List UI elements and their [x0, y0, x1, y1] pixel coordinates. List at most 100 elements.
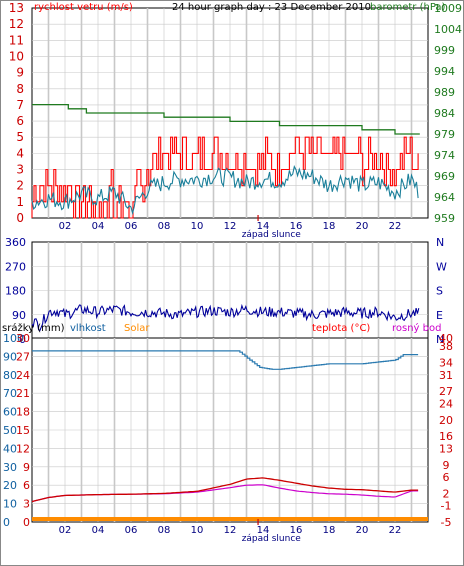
baro-axis-label: barometr (hPa)	[370, 2, 446, 13]
temp-tick-label: 31	[439, 369, 453, 382]
baro-tick-label: 1004	[434, 23, 462, 36]
temp-tick-label: 13	[439, 442, 453, 455]
climate-panel-x-tick-label: 04	[92, 525, 105, 536]
wind-panel-x-tick-label: 04	[92, 221, 105, 232]
climate-panel-sunset-label: západ slunce	[242, 534, 302, 544]
wind-panel-x-tick-label: 18	[323, 221, 336, 232]
rain-tick-label: 24	[16, 369, 30, 382]
direction-line	[31, 303, 420, 332]
wind-tick-label: 9	[16, 66, 24, 80]
temp-tick-label: -1	[441, 500, 452, 513]
rain-tick-label: 3	[23, 498, 30, 511]
temp-tick-label: 2	[443, 487, 450, 500]
wind-tick-label: 13	[9, 1, 24, 15]
direction-tick-label: 0	[19, 333, 26, 346]
temp-axis-label: teplota (°C)	[312, 323, 370, 334]
rain-axis-label: srážky (mm)	[2, 322, 65, 334]
humidity-tick-label: 0	[3, 516, 10, 529]
wind-tick-label: 10	[9, 49, 24, 63]
wind-tick-label: 11	[9, 33, 24, 47]
temperature-line	[31, 477, 419, 503]
wind-panel-x-tick-label: 06	[125, 221, 138, 232]
humidity-tick-label: 30	[3, 461, 17, 474]
compass-tick-label: N	[436, 333, 444, 346]
rain-tick-label: 12	[16, 442, 30, 455]
humidity-tick-label: 100	[3, 332, 24, 345]
humidity-tick-label: 50	[3, 424, 17, 437]
humidity-tick-label: 90	[3, 350, 17, 363]
baro-tick-label: 989	[434, 86, 455, 99]
compass-tick-label: W	[436, 260, 447, 273]
baro-tick-label: 994	[434, 65, 455, 78]
climate-panel-x-tick-label: 02	[59, 525, 72, 536]
wind-tick-label: 3	[16, 163, 24, 177]
wind-panel-x-tick-label: 22	[389, 221, 402, 232]
wind-panel-x-tick-label: 20	[356, 221, 369, 232]
climate-panel-x-tick-label: 08	[158, 525, 171, 536]
climate-panel-x-tick-label: 16	[290, 525, 303, 536]
wind-tick-label: 4	[16, 146, 24, 160]
direction-tick-label: 90	[12, 309, 26, 322]
compass-tick-label: S	[436, 285, 443, 298]
climate-panel-x-tick-label: 06	[125, 525, 138, 536]
temp-tick-label: 38	[439, 340, 453, 353]
humidity-tick-label: 40	[3, 442, 17, 455]
solar-axis-label: Solar	[124, 323, 150, 334]
temp-tick-label: 6	[443, 471, 450, 484]
wind-panel-x-tick-label: 08	[158, 221, 171, 232]
wind-panel-x-tick-label: 10	[191, 221, 204, 232]
temp-tick-label: 40	[439, 332, 453, 345]
climate-panel-x-tick-label: 20	[356, 525, 369, 536]
temp-tick-label: -5	[441, 516, 452, 529]
baro-tick-label: 974	[434, 149, 455, 162]
rain-tick-label: 9	[23, 461, 30, 474]
rain-tick-label: 6	[23, 479, 30, 492]
chart-title: 24 hour graph day : 23 December 2010	[172, 2, 371, 13]
wind-tick-label: 1	[16, 195, 24, 209]
climate-panel-x-tick-label: 10	[191, 525, 204, 536]
solar-bar	[32, 517, 428, 521]
wind-tick-label: 8	[16, 82, 24, 96]
compass-tick-label: E	[436, 309, 443, 322]
compass-tick-label: N	[436, 236, 444, 249]
baro-tick-label: 1009	[434, 2, 462, 15]
climate-panel-x-tick-label: 12	[224, 525, 237, 536]
direction-tick-label: 360	[5, 236, 26, 249]
wind-axis-label: rychlost vetru (m/s)	[34, 2, 133, 13]
temp-tick-label: 34	[439, 357, 453, 370]
wind-tick-label: 12	[9, 17, 24, 31]
baro-tick-label: 964	[434, 191, 455, 204]
wind-tick-label: 2	[16, 179, 24, 193]
wind-tick-label: 7	[16, 98, 24, 112]
wind-tick-label: 5	[16, 130, 24, 144]
rain-tick-label: 21	[16, 387, 30, 400]
baro-tick-label: 999	[434, 44, 455, 57]
dew-axis-label: rosný bod	[392, 322, 441, 334]
humidity-axis-label: vlhkost	[70, 323, 106, 334]
direction-tick-label: 270	[5, 260, 26, 273]
rain-tick-label: 18	[16, 406, 30, 419]
rain-tick-label: 27	[16, 350, 30, 363]
climate-panel-x-tick-label: 14	[257, 525, 270, 536]
wind-tick-label: 0	[16, 211, 24, 225]
humidity-tick-label: 10	[3, 498, 17, 511]
baro-line	[32, 103, 420, 135]
humidity-tick-label: 70	[3, 387, 17, 400]
rain-tick-label: 0	[23, 516, 30, 529]
rain-tick-label: 30	[16, 332, 30, 345]
baro-tick-label: 969	[434, 170, 455, 183]
wind-panel-x-tick-label: 02	[59, 221, 72, 232]
wind-avg-line	[31, 165, 419, 216]
humidity-tick-label: 60	[3, 406, 17, 419]
rain-tick-label: 15	[16, 424, 30, 437]
direction-tick-label: 180	[5, 285, 26, 298]
temp-tick-label: 24	[439, 397, 453, 410]
climate-panel-x-tick-label: 22	[389, 525, 402, 536]
wind-panel-x-tick-label: 14	[257, 221, 270, 232]
humidity-line	[32, 350, 419, 370]
humidity-tick-label: 80	[3, 369, 17, 382]
climate-panel-x-tick-label: 18	[323, 525, 336, 536]
temp-tick-label: 16	[439, 430, 453, 443]
temp-tick-label: 20	[439, 414, 453, 427]
